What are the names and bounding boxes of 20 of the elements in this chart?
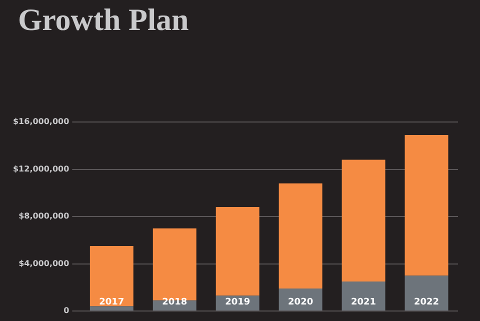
bar — [342, 281, 386, 310]
y-tick-label: $16,000,000 — [12, 117, 70, 126]
x-tick-label: 2019 — [225, 297, 250, 308]
bar — [404, 134, 448, 276]
x-tick-label: 2022 — [414, 297, 440, 308]
y-tick-label: $8,000,000 — [18, 212, 70, 221]
x-tick-label: 2020 — [288, 297, 314, 308]
bar — [216, 207, 260, 296]
bar — [404, 276, 448, 310]
bar — [342, 160, 386, 282]
x-tick-label: 2018 — [162, 297, 188, 308]
bar — [90, 246, 134, 306]
y-tick-label: $4,000,000 — [18, 258, 70, 268]
y-tick-label: $12,000,000 — [12, 164, 70, 174]
y-tick-label: 0 — [64, 306, 70, 316]
bar — [90, 306, 134, 310]
chart-title: Growth Plan — [18, 2, 189, 38]
bar — [278, 183, 322, 289]
x-tick-label: 2021 — [351, 297, 376, 308]
x-tick-label: 2017 — [99, 297, 124, 308]
